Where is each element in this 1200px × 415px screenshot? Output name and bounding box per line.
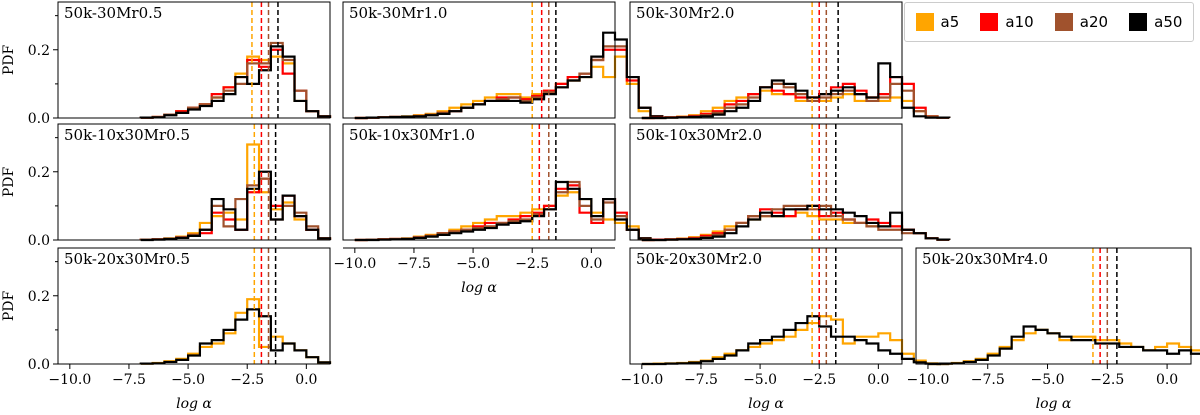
histogram-a5 bbox=[354, 55, 664, 120]
panel-0: 0.0 0.2 PDF 50k-30Mr0.5 bbox=[1, 1, 332, 127]
x-tick-label: −10.0 bbox=[620, 372, 663, 388]
legend-item-a50: a50 bbox=[1129, 13, 1182, 31]
panel-frame bbox=[57, 123, 331, 241]
panel-frame bbox=[342, 123, 616, 241]
x-tick-label: −2.5 bbox=[802, 372, 836, 388]
panel-title-bg bbox=[631, 249, 762, 269]
histogram-a50 bbox=[139, 308, 332, 365]
x-tick-label: 0.0 bbox=[1156, 372, 1178, 388]
panel-4: 50k-10x30Mr1.0 bbox=[342, 123, 664, 242]
x-axis-label: log α bbox=[176, 396, 212, 412]
panel-title: 50k-20x30Mr2.0 bbox=[636, 250, 762, 268]
legend-label-a50: a50 bbox=[1154, 13, 1183, 31]
panel-9: −10.0 −7.5 −5.0 −2.5 0.0 log α 50k-20x30Mr4.0 bbox=[907, 247, 1200, 412]
panel-title: 50k-20x30Mr0.5 bbox=[64, 250, 190, 268]
x-tick-label: 0.0 bbox=[295, 372, 317, 388]
panel-title: 50k-30Mr2.0 bbox=[636, 4, 734, 22]
histogram-a10 bbox=[641, 204, 951, 242]
histogram-a50 bbox=[641, 62, 951, 120]
panel-frame bbox=[57, 1, 331, 119]
y-axis-label: PDF bbox=[1, 167, 17, 198]
panel-frame bbox=[629, 123, 903, 241]
x-tick-label: −10.0 bbox=[48, 372, 91, 388]
y-tick-label: 0.2 bbox=[28, 43, 50, 59]
panel-title-bg bbox=[59, 3, 164, 23]
panel-title-bg bbox=[631, 3, 736, 23]
x-tick-label: −7.5 bbox=[397, 256, 431, 272]
panel-title: 50k-20x30Mr4.0 bbox=[922, 250, 1048, 268]
legend-item-a5: a5 bbox=[915, 13, 960, 31]
panel-title-bg bbox=[59, 125, 190, 145]
panel-6: 0.0 0.2 −10.0 −7.5 −5.0 −2.5 0.0 log α PDF 50k-20… bbox=[1, 247, 332, 412]
panel-title-bg bbox=[917, 249, 1048, 269]
legend-swatch-a50 bbox=[1129, 13, 1148, 31]
panel-frame bbox=[342, 1, 616, 119]
panel-frame bbox=[915, 247, 1192, 365]
y-tick-label: 0.0 bbox=[28, 233, 50, 249]
histogram-a5 bbox=[927, 328, 1200, 366]
histogram-a50 bbox=[140, 170, 332, 242]
panel-3: 0.0 0.2 PDF 50k-10x30Mr0.5 bbox=[1, 123, 332, 249]
legend-swatch-a10 bbox=[980, 13, 999, 31]
legend-label-a10: a10 bbox=[1005, 13, 1034, 31]
x-tick-label: −7.5 bbox=[971, 372, 1005, 388]
x-tick-label: 0.0 bbox=[580, 256, 602, 272]
y-axis-label: PDF bbox=[1, 45, 17, 76]
panel-title-bg bbox=[344, 125, 475, 145]
histogram-a20 bbox=[354, 180, 664, 242]
legend-item-a20: a20 bbox=[1054, 13, 1109, 31]
x-tick-label: 0.0 bbox=[867, 372, 889, 388]
legend-label-a20: a20 bbox=[1079, 13, 1109, 31]
panel-1: 50k-30Mr1.0 bbox=[342, 1, 664, 120]
histogram-a50 bbox=[927, 325, 1200, 366]
x-tick-label: −5.0 bbox=[743, 372, 777, 388]
x-tick-label: −2.5 bbox=[515, 256, 549, 272]
x-tick-label: −2.5 bbox=[230, 372, 264, 388]
panel-5: 50k-10x30Mr2.0 bbox=[629, 123, 951, 242]
panel-title: 50k-30Mr1.0 bbox=[349, 4, 447, 22]
histogram-a50 bbox=[354, 180, 664, 242]
histogram-a50 bbox=[641, 315, 950, 366]
x-tick-label: −5.0 bbox=[1031, 372, 1065, 388]
histogram-a10 bbox=[354, 48, 664, 120]
x-tick-label: −2.5 bbox=[1090, 372, 1124, 388]
y-tick-label: 0.2 bbox=[28, 289, 50, 305]
panel-title: 50k-30Mr0.5 bbox=[64, 4, 162, 22]
x-axis-label: log α bbox=[748, 396, 784, 412]
x-tick-label: −7.5 bbox=[684, 372, 718, 388]
legend-swatch-a5 bbox=[915, 13, 934, 31]
panel-7: −10.0 −7.5 −5.0 −2.5 0.0 log α bbox=[333, 247, 615, 296]
histogram-a50 bbox=[139, 45, 332, 119]
x-tick-label: −5.0 bbox=[171, 372, 205, 388]
panel-title-bg bbox=[344, 3, 449, 23]
legend-label-a5: a5 bbox=[940, 13, 960, 31]
x-axis-label: log α bbox=[1036, 396, 1072, 412]
panel-title-bg bbox=[59, 249, 190, 269]
legend-swatch-a20 bbox=[1054, 13, 1073, 31]
histogram-a10 bbox=[354, 184, 664, 242]
panel-8: −10.0 −7.5 −5.0 −2.5 0.0 log α 50k-20x30Mr2.0 bbox=[620, 247, 950, 412]
x-tick-label: −5.0 bbox=[456, 256, 490, 272]
x-tick-label: −10.0 bbox=[907, 372, 950, 388]
y-tick-label: 0.0 bbox=[28, 357, 50, 373]
panel-2: 50k-30Mr2.0 bbox=[629, 1, 951, 120]
x-tick-label: −10.0 bbox=[333, 256, 376, 272]
panel-frame bbox=[629, 247, 903, 365]
y-tick-label: 0.2 bbox=[28, 165, 50, 181]
panel-title: 50k-10x30Mr2.0 bbox=[636, 126, 762, 144]
panel-frame bbox=[57, 247, 331, 365]
legend: a5 a10 a20 a50 bbox=[904, 2, 1194, 42]
legend-item-a10: a10 bbox=[980, 13, 1034, 31]
y-tick-label: 0.0 bbox=[28, 111, 50, 127]
panel-frame bbox=[629, 1, 903, 119]
panel-title-bg bbox=[631, 125, 762, 145]
x-axis-label: log α bbox=[461, 280, 497, 296]
y-axis-label: PDF bbox=[1, 291, 17, 322]
histogram-a5 bbox=[139, 298, 332, 365]
x-tick-label: −7.5 bbox=[112, 372, 146, 388]
panel-title: 50k-10x30Mr0.5 bbox=[64, 126, 190, 144]
panel-title: 50k-10x30Mr1.0 bbox=[349, 126, 475, 144]
